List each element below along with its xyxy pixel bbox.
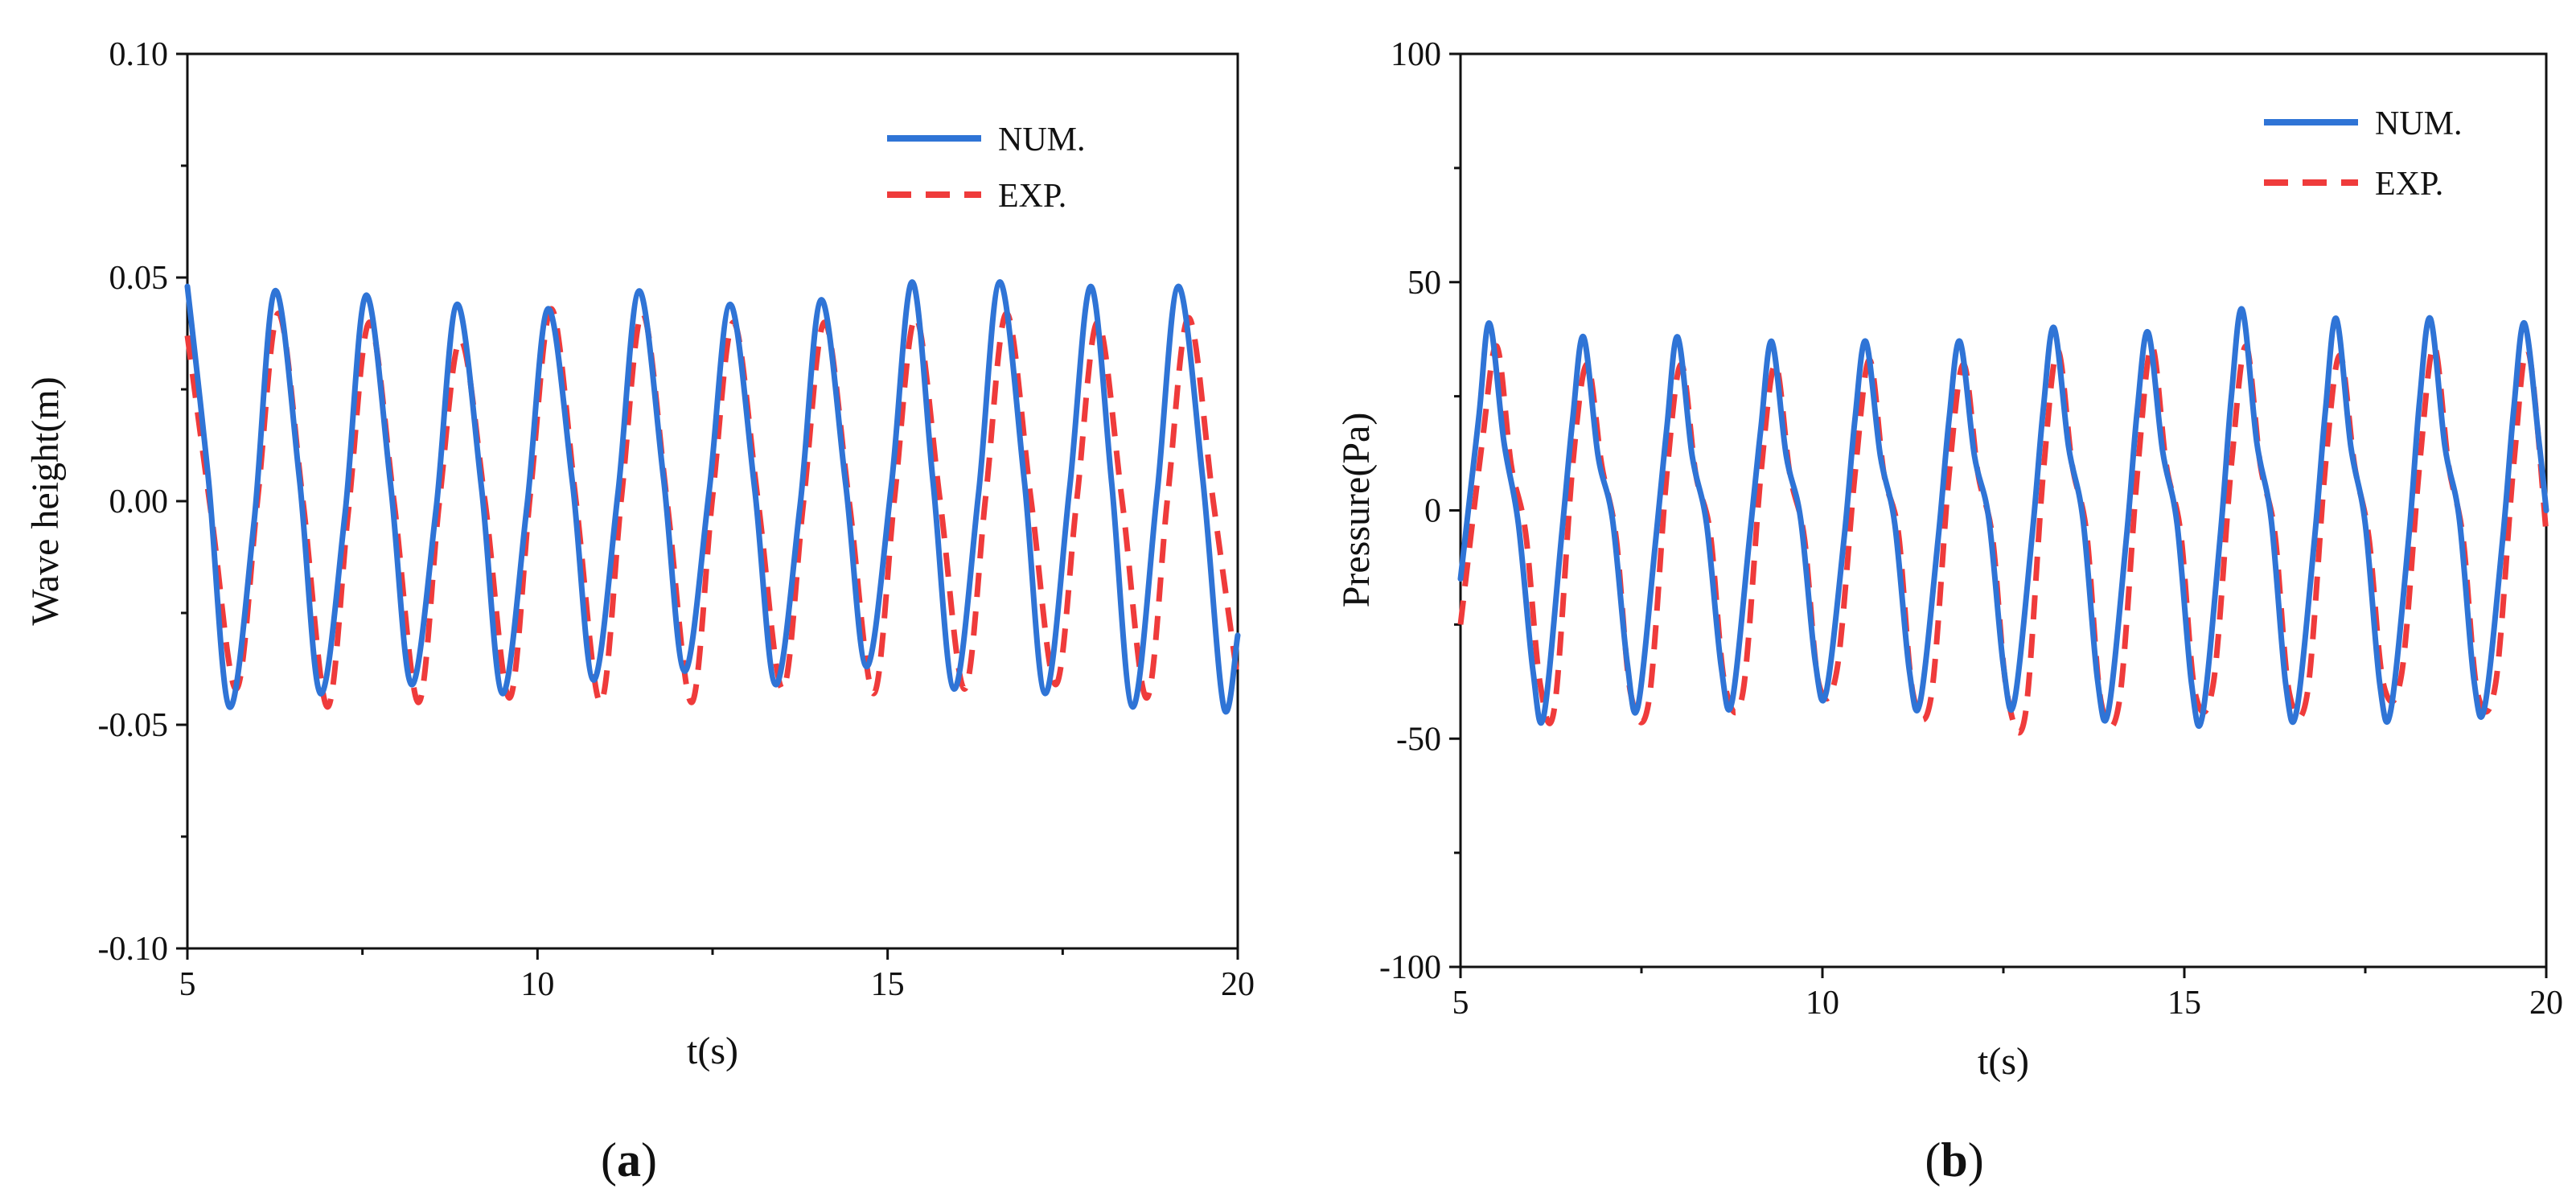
legend: NUM. EXP. (2264, 105, 2463, 203)
x-tick-label: 10 (1806, 985, 1839, 1022)
legend-label-exp: EXP. (998, 178, 1066, 215)
series-group (1457, 306, 2549, 736)
x-tick-label: 10 (520, 966, 554, 1003)
y-tick-label: -100 (1379, 949, 1441, 986)
panel-a: 5 10 15 20 -0.10 -0.05 0.00 0.05 0.10 t(s) Wave… (24, 36, 1255, 1187)
panel-label-a: (a) (601, 1133, 657, 1187)
legend: NUM. EXP. (887, 121, 1086, 215)
y-tick-label: -0.05 (98, 707, 169, 744)
series-line-exp (184, 306, 1241, 710)
series-group (184, 279, 1241, 715)
panel-label-b: (b) (1925, 1133, 1983, 1187)
y-tick-label: 100 (1391, 36, 1441, 73)
y-tick-label: 50 (1407, 265, 1441, 302)
x-axis-title: t(s) (687, 1030, 738, 1072)
x-tick-labels: 5 10 15 20 (179, 966, 1255, 1003)
axis-ticks (1449, 52, 2548, 978)
legend-label-num: NUM. (2375, 105, 2463, 142)
x-tick-labels: 5 10 15 20 (1452, 985, 2564, 1022)
legend-label-exp: EXP. (2375, 166, 2443, 203)
x-axis-title: t(s) (1978, 1040, 2029, 1083)
x-tick-label: 15 (2167, 985, 2201, 1022)
y-tick-label: 0.10 (109, 36, 169, 73)
legend-label-num: NUM. (998, 121, 1086, 158)
series-line-num (184, 279, 1241, 715)
x-tick-label: 20 (1221, 966, 1255, 1003)
y-tick-label: -0.10 (98, 931, 169, 968)
axis-ticks (176, 52, 1239, 960)
y-axis-title: Wave height(m) (24, 376, 67, 625)
x-tick-label: 5 (179, 966, 196, 1003)
y-tick-labels: -0.10 -0.05 0.00 0.05 0.10 (98, 36, 169, 968)
y-tick-labels: -100 -50 0 50 100 (1379, 36, 1441, 986)
x-tick-label: 5 (1452, 985, 1469, 1022)
y-axis-title: Pressure(Pa) (1335, 413, 1378, 608)
y-tick-label: -50 (1396, 721, 1441, 758)
x-tick-label: 20 (2529, 985, 2563, 1022)
y-tick-label: 0 (1424, 493, 1441, 530)
y-tick-label: 0.00 (109, 483, 169, 520)
series-line-num (1457, 306, 2549, 730)
y-tick-label: 0.05 (109, 260, 169, 297)
x-tick-label: 15 (871, 966, 905, 1003)
